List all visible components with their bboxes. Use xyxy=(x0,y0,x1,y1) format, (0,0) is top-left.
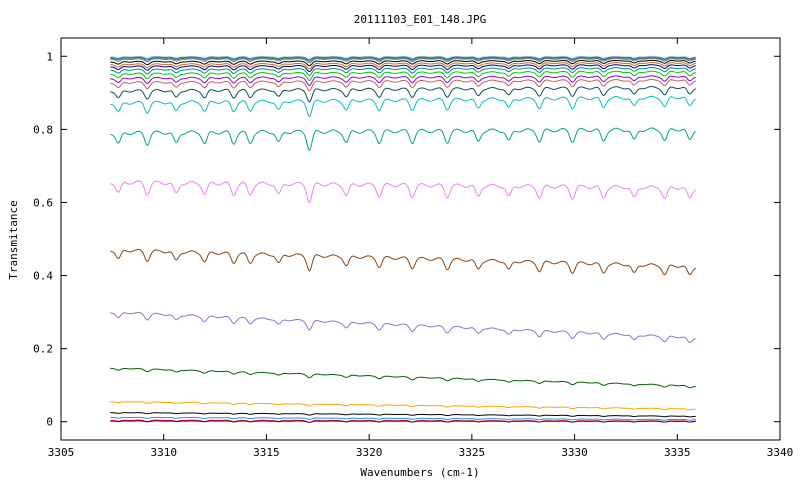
series-line xyxy=(110,401,696,411)
x-tick-label: 3315 xyxy=(253,446,280,459)
series-line xyxy=(110,416,696,421)
y-tick-label: 1 xyxy=(46,50,53,63)
series-line xyxy=(110,56,696,61)
series-line xyxy=(110,412,696,418)
series-line xyxy=(110,62,696,70)
series-line xyxy=(110,58,696,64)
y-tick-label: 0 xyxy=(46,416,53,429)
ticks-layer: 3305 3310 3315 3320 3325 3330 3335 3340 0 0.2 0.4 0… xyxy=(33,38,793,459)
x-tick-label: 3310 xyxy=(150,446,177,459)
series-line xyxy=(110,67,696,76)
series-line xyxy=(110,420,696,423)
y-tick-label: 0.8 xyxy=(33,123,53,136)
y-tick-label: 0.6 xyxy=(33,196,53,209)
x-tick-label: 3320 xyxy=(356,446,383,459)
y-axis-label: Transmitance xyxy=(7,200,20,279)
series-line xyxy=(110,64,696,73)
x-tick-label: 3330 xyxy=(561,446,588,459)
plot-frame xyxy=(60,37,781,441)
series-line xyxy=(110,312,696,344)
chart-title: 20111103_E01_148.JPG xyxy=(354,13,486,26)
series-layer xyxy=(110,55,697,423)
series-line xyxy=(110,75,696,87)
x-tick-label: 3305 xyxy=(48,446,75,459)
series-line xyxy=(110,95,697,118)
series-line xyxy=(110,55,696,60)
series-line xyxy=(110,70,696,82)
series-line xyxy=(110,59,696,67)
series-line xyxy=(110,57,696,62)
series-line xyxy=(110,127,697,152)
y-tick-label: 0.4 xyxy=(33,270,53,283)
x-axis-label: Wavenumbers (cm-1) xyxy=(360,466,479,479)
series-line xyxy=(110,248,696,276)
y-tick-label: 0.2 xyxy=(33,343,53,356)
x-tick-label: 3340 xyxy=(767,446,794,459)
x-tick-label: 3325 xyxy=(459,446,486,459)
series-line xyxy=(110,367,696,389)
x-tick-label: 3335 xyxy=(664,446,691,459)
series-line xyxy=(110,78,696,92)
series-line xyxy=(110,180,697,204)
series-line xyxy=(110,86,696,103)
